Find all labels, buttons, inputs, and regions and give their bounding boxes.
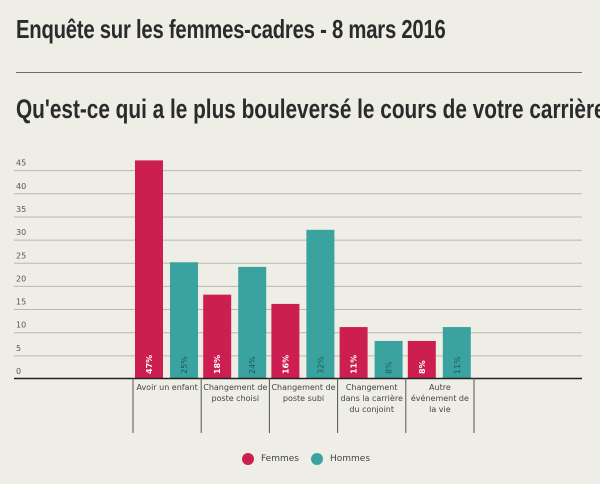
legend: Femmes Hommes [242,453,382,465]
y-tick-label: 0 [16,367,21,376]
data-label: 18% [213,355,222,374]
data-label: 11% [453,356,462,374]
x-tick-label: du conjoint [349,405,394,414]
y-tick-label: 40 [16,182,26,191]
data-label: 8% [418,360,427,374]
y-tick-label: 10 [16,321,26,330]
data-label: 32% [316,356,325,374]
page-title: Enquête sur les femmes-cadres - 8 mars 2… [16,14,446,44]
x-tick-label: dans la carrière [341,393,403,403]
legend-label-hommes: Hommes [329,454,371,464]
data-label: 25% [180,356,189,374]
bar-hommes [238,266,267,378]
legend-item-hommes[interactable]: Hommes [310,453,371,465]
y-tick-label: 15 [16,298,26,307]
bar-femmes [339,327,368,378]
bar-hommes [374,340,403,378]
divider [16,72,582,73]
bar-hommes [306,229,335,378]
x-tick-label: poste choisi [211,394,259,403]
data-label: 11% [350,355,359,374]
y-tick-label: 45 [16,159,26,168]
femmes-dot-icon [242,453,254,465]
y-tick-label: 20 [16,274,26,283]
x-tick-label: Changement [346,383,398,392]
bar-hommes [442,327,471,378]
bar-femmes [135,160,163,378]
data-label: 8% [385,361,394,374]
legend-item-femmes[interactable]: Femmes [242,453,299,465]
data-label: 16% [281,355,290,374]
bar-hommes [170,262,198,378]
y-tick-label: 5 [16,344,21,353]
data-label: 24% [248,356,257,374]
y-tick-label: 30 [16,228,26,237]
x-tick-label: Changement de [271,383,335,392]
x-tick-label: Autre [429,383,451,392]
bar-femmes [407,340,436,378]
bar-femmes [203,294,232,378]
legend-label-femmes: Femmes [261,454,299,464]
y-tick-label: 35 [16,205,26,214]
chart-title: Qu'est-ce qui a le plus bouleversé le co… [16,94,600,124]
x-tick-label: la vie [429,405,451,414]
y-tick-label: 25 [16,251,26,260]
x-tick-label: Changement de [203,383,267,392]
x-tick-label: poste subi [283,394,324,403]
x-tick-label: événement de [411,393,469,403]
bar-femmes [271,303,300,378]
x-tick-label: Avoir un enfant [136,383,197,392]
hommes-dot-icon [310,453,323,465]
data-label: 47% [145,355,154,374]
